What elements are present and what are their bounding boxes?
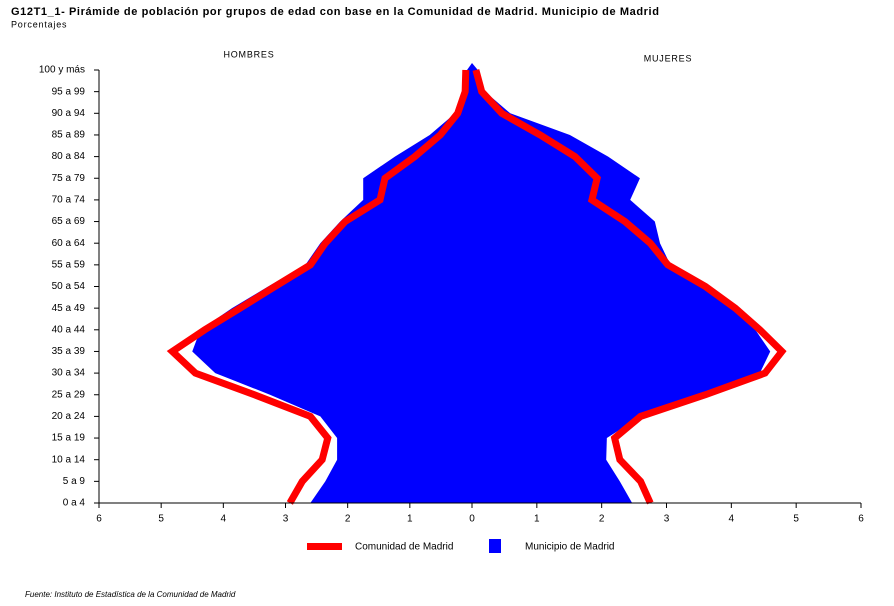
y-tick-label: 10 a 14: [52, 454, 86, 465]
legend-swatch: [307, 543, 342, 550]
x-tick-label: 2: [599, 514, 605, 525]
y-tick-label: 15 a 19: [52, 433, 86, 444]
y-tick-label: 95 a 99: [52, 86, 86, 97]
x-tick-label: 4: [729, 514, 735, 525]
y-tick-label: 85 a 89: [52, 130, 86, 141]
legend-label: Comunidad de Madrid: [355, 542, 453, 553]
y-tick-label: 30 a 34: [52, 368, 86, 379]
y-tick-label: 5 a 9: [63, 476, 86, 487]
x-tick-label: 0: [469, 514, 475, 525]
line-hombres: [166, 69, 470, 505]
y-tick-label: 90 a 94: [52, 108, 86, 119]
x-tick-label: 6: [96, 514, 102, 525]
x-tick-label: 3: [664, 514, 670, 525]
x-tick-label: 5: [793, 514, 799, 525]
y-tick-label: 55 a 59: [52, 259, 86, 270]
y-tick-label: 0 a 4: [63, 498, 86, 509]
x-tick-label: 1: [534, 514, 540, 525]
y-tick-label: 50 a 54: [52, 281, 86, 292]
y-tick-label: 60 a 64: [52, 238, 86, 249]
y-tick-label: 45 a 49: [52, 303, 86, 314]
source-note: Fuente: Instituto de Estadística de la C…: [25, 590, 236, 599]
right-side-label: MUJERES: [644, 53, 693, 63]
y-tick-label: 20 a 24: [52, 411, 86, 422]
legend-label: Municipio de Madrid: [525, 542, 615, 553]
chart-title: G12T1_1- Pirámide de población por grupo…: [11, 6, 660, 18]
y-tick-label: 100 y más: [39, 65, 85, 76]
y-tick-label: 40 a 44: [52, 324, 86, 335]
x-tick-label: 6: [858, 514, 864, 525]
area-mujeres: [472, 63, 771, 503]
x-tick-label: 2: [345, 514, 351, 525]
y-tick-label: 25 a 29: [52, 389, 86, 400]
y-tick-label: 75 a 79: [52, 173, 86, 184]
x-tick-label: 4: [221, 514, 227, 525]
y-tick-label: 70 a 74: [52, 195, 86, 206]
y-tick-label: 35 a 39: [52, 346, 86, 357]
left-side-label: HOMBRES: [223, 49, 274, 59]
legend-swatch: [489, 539, 501, 553]
y-tick-label: 80 a 84: [52, 151, 86, 162]
line-mujeres: [472, 69, 787, 505]
area-hombres: [192, 63, 472, 503]
x-tick-label: 3: [283, 514, 289, 525]
x-tick-label: 5: [158, 514, 164, 525]
chart-subtitle: Porcentajes: [11, 19, 67, 29]
y-tick-label: 65 a 69: [52, 216, 86, 227]
x-tick-label: 1: [407, 514, 413, 525]
